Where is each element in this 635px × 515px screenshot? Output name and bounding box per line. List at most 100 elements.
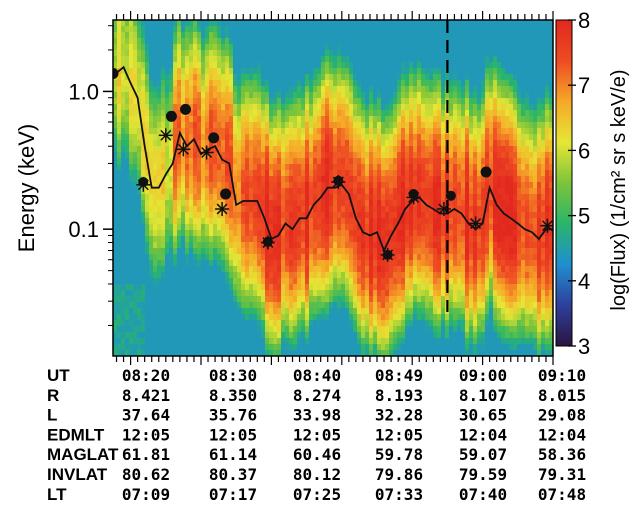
heatmap-cell — [337, 302, 342, 309]
heatmap-cell — [269, 182, 274, 189]
heatmap-cell — [313, 248, 318, 255]
heatmap-cell — [297, 194, 302, 201]
heatmap-cell — [249, 314, 254, 321]
heatmap-cell — [249, 260, 254, 267]
heatmap-cell — [221, 104, 226, 111]
heatmap-cell — [369, 110, 374, 117]
heatmap-cell — [317, 272, 322, 279]
heatmap-cell — [313, 164, 318, 171]
heatmap-cell — [201, 254, 206, 261]
heatmap-cell — [353, 116, 358, 123]
heatmap-cell — [237, 272, 242, 279]
heatmap-cell — [229, 104, 234, 111]
heatmap-cell — [285, 62, 290, 69]
heatmap-cell — [117, 62, 122, 69]
heatmap-cell — [193, 44, 198, 51]
heatmap-cell — [273, 272, 278, 279]
heatmap-cell — [377, 50, 382, 57]
heatmap-cell — [393, 200, 398, 207]
heatmap-cell — [197, 320, 202, 327]
heatmap-cell — [221, 260, 226, 267]
heatmap-cell — [121, 62, 126, 69]
heatmap-cell — [157, 194, 162, 201]
heatmap-cell — [453, 314, 458, 321]
heatmap-cell — [121, 278, 126, 285]
heatmap-cell — [273, 296, 278, 303]
heatmap-cell — [405, 242, 410, 249]
heatmap-cell — [249, 158, 254, 165]
heatmap-cell — [393, 194, 398, 201]
heatmap-cell — [169, 98, 174, 105]
heatmap-cell — [149, 296, 154, 303]
heatmap-cell — [305, 116, 310, 123]
heatmap-cell — [221, 254, 226, 261]
heatmap-cell — [433, 26, 438, 33]
heatmap-cell — [401, 302, 406, 309]
heatmap-cell — [381, 218, 386, 225]
heatmap-cell — [277, 272, 282, 279]
heatmap-cell — [117, 350, 122, 356]
heatmap-cell — [185, 302, 190, 309]
heatmap-cell — [329, 338, 334, 345]
heatmap-cell — [273, 284, 278, 291]
heatmap-cell — [269, 338, 274, 345]
heatmap-cell — [461, 104, 466, 111]
heatmap-cell — [337, 74, 342, 81]
heatmap-cell — [313, 284, 318, 291]
heatmap-cell — [173, 344, 178, 351]
heatmap-cell — [261, 338, 266, 345]
heatmap-cell — [197, 326, 202, 333]
heatmap-cell — [133, 80, 138, 87]
heatmap-cell — [429, 80, 434, 87]
heatmap-cell — [273, 212, 278, 219]
heatmap-cell — [345, 344, 350, 351]
heatmap-cell — [329, 176, 334, 183]
heatmap-cell — [321, 224, 326, 231]
heatmap-cell — [265, 74, 270, 81]
heatmap-cell — [381, 194, 386, 201]
heatmap-cell — [337, 44, 342, 51]
heatmap-cell — [461, 56, 466, 63]
heatmap-cell — [449, 332, 454, 339]
heatmap-cell — [365, 284, 370, 291]
heatmap-cell — [157, 170, 162, 177]
heatmap-cell — [193, 218, 198, 225]
heatmap-cell — [413, 38, 418, 45]
heatmap-cell — [269, 140, 274, 147]
heatmap-cell — [177, 104, 182, 111]
heatmap-cell — [305, 344, 310, 351]
heatmap-cell — [293, 326, 298, 333]
heatmap-cell — [201, 80, 206, 87]
heatmap-cell — [397, 308, 402, 315]
heatmap-cell — [445, 32, 450, 39]
heatmap-cell — [349, 56, 354, 63]
heatmap-cell — [305, 290, 310, 297]
heatmap-cell — [333, 20, 338, 27]
heatmap-cell — [205, 32, 210, 39]
heatmap-cell — [141, 338, 146, 345]
heatmap-cell — [125, 242, 130, 249]
heatmap-cell — [441, 98, 446, 105]
heatmap-cell — [121, 56, 126, 63]
heatmap-cell — [173, 338, 178, 345]
heatmap-cell — [117, 38, 122, 45]
heatmap-cell — [261, 320, 266, 327]
heatmap-cell — [465, 272, 470, 279]
heatmap-cell — [409, 44, 414, 51]
heatmap-cell — [269, 212, 274, 219]
heatmap-cell — [325, 332, 330, 339]
heatmap-cell — [417, 32, 422, 39]
heatmap-cell — [133, 176, 138, 183]
heatmap-cell — [465, 320, 470, 327]
heatmap-cell — [461, 134, 466, 141]
heatmap-cell — [413, 236, 418, 243]
heatmap-cell — [121, 194, 126, 201]
heatmap-cell — [409, 158, 414, 165]
heatmap-cell — [125, 32, 130, 39]
heatmap-cell — [237, 74, 242, 81]
heatmap-cell — [293, 272, 298, 279]
heatmap-cell — [337, 110, 342, 117]
heatmap-cell — [161, 86, 166, 93]
heatmap-cell — [125, 104, 130, 111]
heatmap-cell — [225, 44, 230, 51]
